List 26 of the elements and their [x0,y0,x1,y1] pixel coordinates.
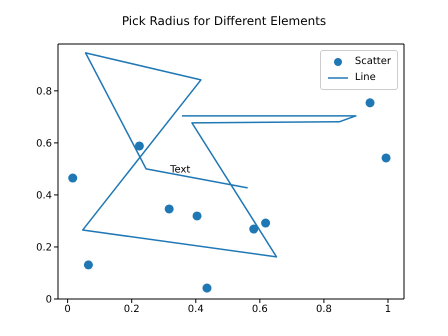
point [84,260,93,270]
point [382,153,391,162]
x-tick-label: 0.6 [252,304,268,316]
point [202,284,212,293]
y-tick-label: 0.6 [36,138,52,150]
x-tick-label: 0.2 [124,304,140,316]
chart-title: Pick Radius for Different Elements [120,14,328,28]
point [68,174,78,183]
legend-label: Scatter [354,55,391,69]
annotation: Text [169,164,190,176]
x-tick-label: 0.4 [188,304,204,316]
x-tick-label: 0 [64,304,71,316]
point [192,211,202,220]
line-series [82,52,357,258]
point [134,141,144,151]
y-tick-label: 0.8 [36,86,52,98]
point [249,224,258,234]
y-tick-label: 0.4 [36,190,52,202]
x-tick-label: 1 [384,304,392,316]
legend-label: Line [354,71,376,85]
point [261,218,270,228]
y-tick-label: 0.2 [36,242,52,254]
y-tick-label: 0 [46,294,52,306]
point [366,98,375,108]
x-tick-label: 0.8 [316,304,332,316]
point [164,204,174,214]
